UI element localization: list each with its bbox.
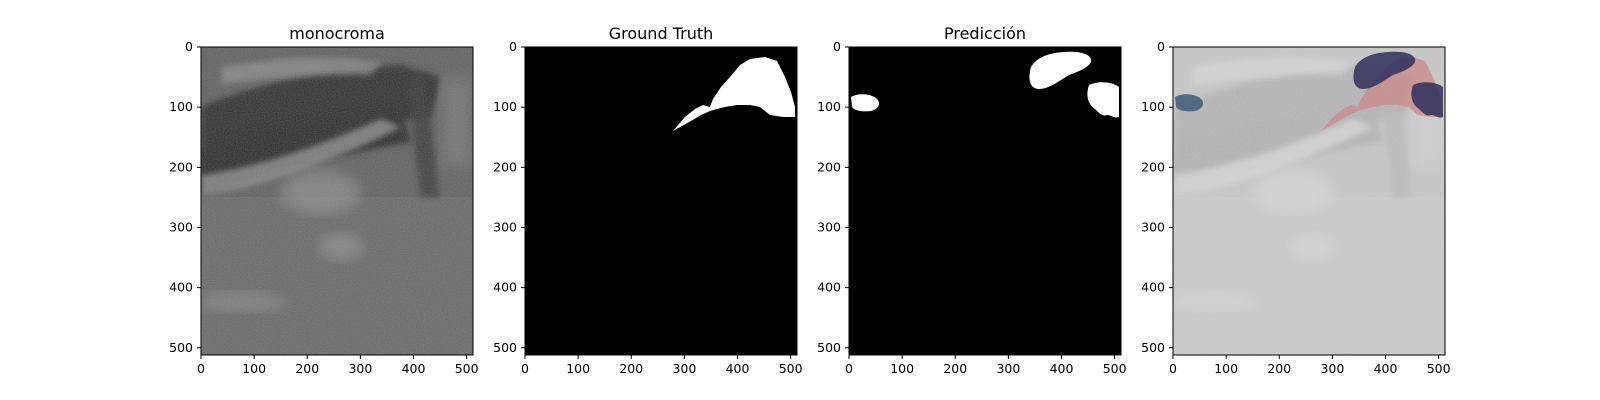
panel-title: monocroma [289,24,385,43]
y-tick-label: 400 [817,280,841,295]
x-tick-label: 0 [845,361,853,376]
x-tick-label: 200 [1267,361,1291,376]
x-tick-label: 100 [890,361,914,376]
mask-background [849,47,1121,355]
x-tick-label: 400 [726,361,750,376]
y-tick-label: 0 [1157,39,1165,54]
y-tick-label: 200 [493,159,517,174]
y-tick-label: 200 [1141,159,1165,174]
pred-region-right [1087,82,1119,118]
x-axis: 0 100 200 300 400 500 [845,355,1127,376]
x-tick-label: 0 [1169,361,1177,376]
x-tick-label: 100 [242,361,266,376]
x-tick-label: 200 [619,361,643,376]
y-axis: 0 100 200 300 400 500 [493,39,525,355]
y-tick-label: 100 [493,99,517,114]
panel-ground-truth: Ground Truth 0 100 200 300 400 500 0 100 200 300… [493,24,802,376]
y-tick-label: 400 [493,280,517,295]
x-tick-label: 200 [943,361,967,376]
y-tick-label: 0 [185,39,193,54]
x-tick-label: 100 [1214,361,1238,376]
y-tick-label: 200 [817,159,841,174]
y-tick-label: 500 [493,340,517,355]
x-axis: 0 100 200 300 400 500 [197,355,479,376]
panel-title: Predicción [944,24,1026,43]
x-tick-label: 300 [996,361,1020,376]
y-axis: 0 100 200 300 400 500 [817,39,849,355]
y-tick-label: 400 [1141,280,1165,295]
x-tick-label: 400 [402,361,426,376]
y-tick-label: 100 [817,99,841,114]
x-tick-label: 0 [197,361,205,376]
overlay-pred-top [1353,51,1416,89]
y-tick-label: 100 [1141,99,1165,114]
x-tick-label: 500 [455,361,479,376]
panel-prediccion: Predicción 0 100 200 300 400 500 0 100 200 300 40… [817,24,1126,376]
x-tick-label: 100 [566,361,590,376]
overlay-image [1173,47,1445,355]
y-tick-label: 200 [169,159,193,174]
overlay-pred-left [1175,94,1203,112]
panel-title: Ground Truth [609,24,714,43]
pred-region-top [1029,51,1092,89]
ultrasound-image [196,47,473,355]
x-tick-label: 400 [1050,361,1074,376]
y-tick-label: 300 [169,219,193,234]
x-tick-label: 300 [672,361,696,376]
y-axis: 0 100 200 300 400 500 [1141,39,1173,355]
x-tick-label: 500 [1103,361,1127,376]
panel-overlay: 0 100 200 300 400 500 0 100 200 300 400 500 [1141,39,1450,376]
y-tick-label: 0 [833,39,841,54]
y-tick-label: 300 [493,219,517,234]
y-tick-label: 500 [169,340,193,355]
y-tick-label: 300 [1141,219,1165,234]
x-tick-label: 500 [779,361,803,376]
y-tick-label: 400 [169,280,193,295]
overlay-pred-right [1411,82,1443,118]
y-tick-label: 300 [817,219,841,234]
x-tick-label: 200 [295,361,319,376]
y-tick-label: 500 [817,340,841,355]
x-axis: 0 100 200 300 400 500 [521,355,803,376]
x-tick-label: 400 [1374,361,1398,376]
y-tick-label: 500 [1141,340,1165,355]
x-tick-label: 300 [348,361,372,376]
y-tick-label: 0 [509,39,517,54]
x-tick-label: 500 [1427,361,1451,376]
y-axis: 0 100 200 300 400 500 [169,39,201,355]
x-axis: 0 100 200 300 400 500 [1169,355,1451,376]
panel-monocroma: monocroma 0 100 200 300 400 500 0 100 200 300 400… [169,24,478,376]
x-tick-label: 300 [1320,361,1344,376]
overlay-gt-region [1321,57,1443,131]
x-tick-label: 0 [521,361,529,376]
y-tick-label: 100 [169,99,193,114]
gt-mask-region [673,57,795,131]
pred-region-left [851,94,879,112]
